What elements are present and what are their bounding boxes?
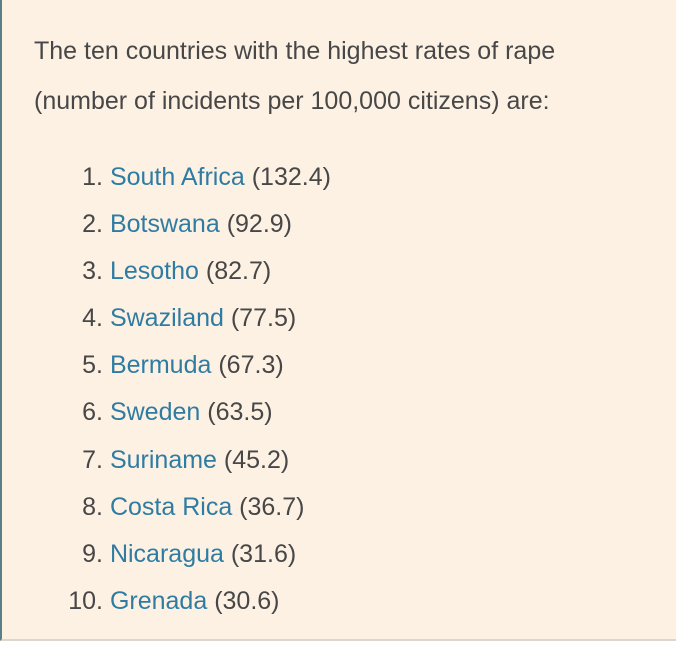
list-item: 5. Bermuda (67.3): [2, 342, 331, 389]
list-item: 8. Costa Rica (36.7): [2, 484, 331, 531]
intro-line-1: The ten countries with the highest rates…: [34, 37, 556, 65]
country-link[interactable]: Bermuda: [109, 351, 212, 380]
country-link[interactable]: Botswana: [109, 210, 220, 239]
rank-number: 1.: [82, 163, 103, 191]
list-item: 10. Grenada (30.6): [2, 578, 331, 625]
list-item: 6. Sweden (63.5): [2, 389, 331, 436]
rate-value: (31.6): [230, 539, 297, 568]
country-link[interactable]: Nicaragua: [109, 539, 224, 568]
rate-value: (45.2): [223, 445, 290, 474]
rate-value: (36.7): [239, 492, 305, 521]
list-item: 2. Botswana (92.9): [2, 201, 331, 248]
country-link[interactable]: Grenada: [109, 586, 208, 615]
country-link[interactable]: South Africa: [109, 163, 245, 191]
country-link[interactable]: Suriname: [109, 445, 217, 474]
rank-number: 10.: [68, 586, 103, 615]
country-link[interactable]: Lesotho: [109, 257, 199, 286]
intro-line-2: (number of incidents per 100,000 citizen…: [34, 87, 550, 115]
rate-value: (77.5): [230, 304, 297, 333]
rank-number: 4.: [82, 304, 103, 333]
rate-value: (63.5): [207, 398, 273, 427]
rank-number: 8.: [82, 492, 103, 521]
rank-number: 7.: [82, 445, 103, 474]
rate-value: (67.3): [218, 351, 284, 380]
rate-value: (30.6): [214, 586, 280, 615]
rate-value: (82.7): [205, 257, 272, 286]
rate-value: (132.4): [251, 163, 331, 191]
list-item: 3. Lesotho (82.7): [2, 248, 331, 295]
list-item: 4. Swaziland (77.5): [2, 295, 331, 342]
rate-value: (92.9): [226, 210, 293, 239]
rank-number: 3.: [82, 257, 103, 286]
country-link[interactable]: Swaziland: [109, 304, 224, 333]
list-item: 1. South Africa (132.4): [2, 154, 331, 201]
rank-number: 5.: [82, 351, 103, 380]
country-link[interactable]: Sweden: [109, 398, 201, 427]
rank-number: 2.: [82, 210, 103, 239]
country-link[interactable]: Costa Rica: [109, 492, 233, 521]
list-item: 7. Suriname (45.2): [2, 437, 331, 484]
rank-number: 9.: [82, 539, 103, 568]
intro-paragraph: The ten countries with the highest rates…: [34, 26, 634, 126]
list-item: 9. Nicaragua (31.6): [2, 531, 331, 578]
rank-number: 6.: [82, 398, 103, 427]
country-rate-list: 1. South Africa (132.4) 2. Botswana (92.…: [2, 154, 331, 625]
